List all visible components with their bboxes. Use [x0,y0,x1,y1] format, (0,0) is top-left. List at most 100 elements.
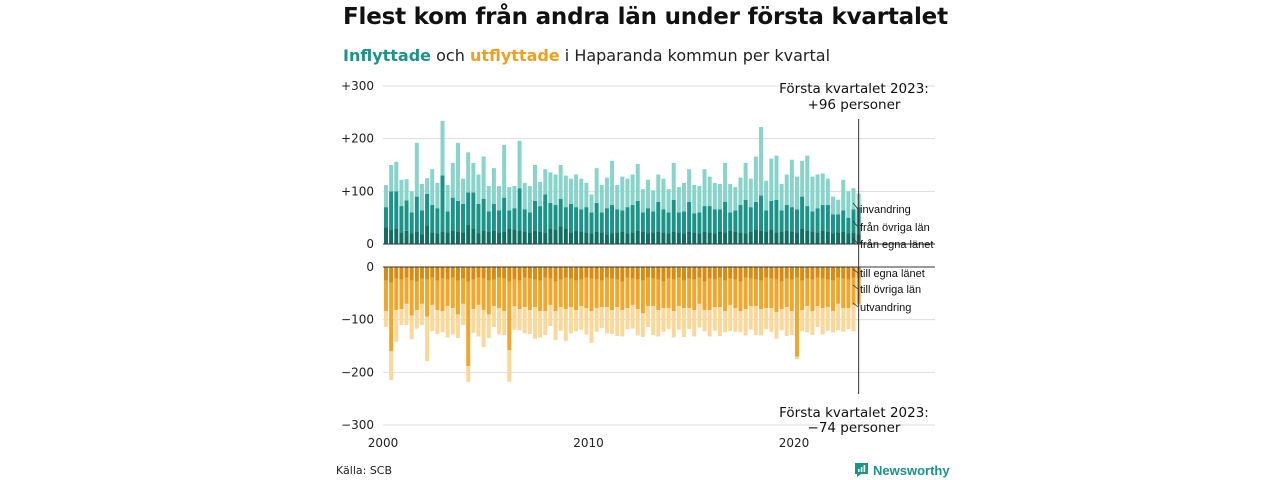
bar-in-ovriga [471,192,476,229]
bar-out-egna [507,267,512,282]
bar-out-egna [604,267,609,278]
bar-out-egna [676,267,681,278]
bar-in-invandring [810,176,815,212]
bar-in-ovriga [800,196,805,229]
bar-in-egna [830,233,835,244]
bar-out-utvandring [563,309,568,341]
bar-in-ovriga [425,193,430,226]
bar-in-ovriga [579,209,584,232]
bar-in-egna [810,231,815,244]
component-label: till egna länet [860,268,925,280]
bar-in-egna [481,230,486,244]
bar-out-ovriga [825,279,830,308]
bar-out-egna [759,267,764,281]
bar-in-egna [774,232,779,244]
bar-out-utvandring [774,312,779,339]
bar-out-ovriga [481,278,486,311]
bar-in-ovriga [558,198,563,227]
bar-out-ovriga [753,279,758,306]
bar-out-utvandring [666,308,671,330]
bar-in-ovriga [687,201,692,232]
component-label: utvandring [860,302,911,314]
bar-in-ovriga [455,200,460,232]
chart-subtitle: Inflyttade och utflyttade i Haparanda ko… [343,46,830,65]
bar-out-ovriga [830,280,835,312]
bar-in-invandring [491,168,496,204]
bar-out-ovriga [728,278,733,305]
bar-in-ovriga [589,212,594,234]
bar-in-egna [522,231,527,244]
bar-out-utvandring [574,310,579,332]
bar-in-invandring [774,155,779,200]
bar-in-invandring [671,162,676,200]
bar-out-egna [697,267,702,278]
bar-in-ovriga [810,211,815,232]
bar-out-egna [764,267,769,278]
bar-in-egna [759,230,764,244]
bar-out-ovriga [707,278,712,311]
bar-out-egna [723,267,728,281]
bar-out-egna [625,267,630,278]
bar-out-utvandring [517,309,522,331]
bar-in-invandring [404,179,409,201]
bar-out-egna [712,267,717,280]
bar-out-utvandring [491,305,496,328]
bar-in-ovriga [594,202,599,232]
bar-out-utvandring [610,310,615,334]
bar-out-ovriga [558,279,563,308]
bar-in-egna [414,231,419,244]
bar-in-egna [723,232,728,244]
bar-out-utvandring [522,307,527,334]
bar-out-utvandring [625,308,630,330]
bar-in-ovriga [532,200,537,231]
bar-in-invandring [851,188,856,210]
bar-in-invandring [527,186,532,213]
bar-in-egna [748,231,753,244]
bar-in-invandring [558,165,563,199]
bar-out-utvandring [440,311,445,333]
bar-out-utvandring [846,308,851,330]
bar-out-ovriga [733,279,738,309]
leader-tick [852,237,859,245]
bar-out-utvandring [800,310,805,332]
bar-in-ovriga [522,209,527,232]
bar-in-ovriga [764,210,769,232]
bar-in-egna [630,232,635,244]
leader-tick [852,284,859,290]
bar-out-utvandring [615,307,620,336]
bar-out-ovriga [625,277,630,309]
bar-in-ovriga [640,212,645,232]
bar-out-utvandring [538,311,543,338]
bar-in-egna [841,231,846,244]
bar-in-ovriga [707,206,712,233]
bar-in-ovriga [568,203,573,233]
bar-in-ovriga [394,191,399,229]
bar-in-invandring [589,194,594,213]
bar-in-invandring [800,160,805,197]
bar-out-ovriga [568,278,573,308]
bar-out-ovriga [548,278,553,305]
bar-in-egna [455,231,460,244]
bar-in-egna [728,230,733,244]
bar-in-egna [815,232,820,244]
bar-out-utvandring [769,308,774,332]
bar-in-invandring [635,163,640,201]
bar-out-egna [681,267,686,281]
bar-out-utvandring [486,314,491,339]
bar-in-ovriga [666,212,671,234]
bar-in-invandring [445,185,450,212]
bar-in-ovriga [604,208,609,235]
bar-out-utvandring [497,308,502,335]
bar-in-ovriga [419,210,424,235]
bar-out-ovriga [409,280,414,316]
bar-out-ovriga [538,280,543,312]
bar-out-egna [527,267,532,279]
bar-out-ovriga [810,279,815,312]
bar-out-ovriga [697,277,702,304]
bar-in-ovriga [836,214,841,233]
bar-out-ovriga [543,277,548,312]
bar-out-ovriga [384,280,389,312]
bar-in-invandring [512,186,517,209]
bar-in-egna [399,232,404,244]
bar-out-utvandring [651,305,656,335]
